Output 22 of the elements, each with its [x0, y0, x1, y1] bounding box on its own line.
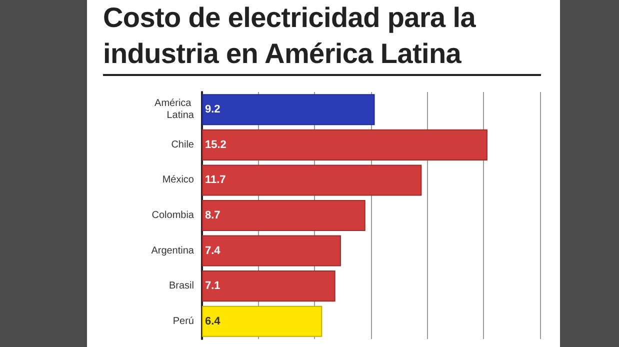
bar	[202, 270, 336, 302]
y-tick-label: Argentina	[151, 245, 194, 256]
chart-title: Costo de electricidad para la industria en América Latina	[103, 0, 541, 76]
data-label: 9.2	[205, 104, 220, 116]
y-tick-label: Perú	[172, 316, 194, 327]
y-tick-label: América Latina	[154, 98, 194, 122]
data-label: 8.7	[205, 210, 220, 222]
bar	[202, 164, 422, 196]
bar	[202, 306, 322, 337]
bar	[202, 235, 341, 266]
y-tick-label: Colombia	[152, 210, 194, 221]
bar	[202, 94, 375, 126]
data-label: 11.7	[205, 174, 226, 186]
data-label: 7.4	[205, 244, 222, 257]
data-label: 15.2	[205, 138, 226, 151]
data-label: 6.4	[205, 315, 222, 328]
y-tick-label: Chile	[171, 139, 194, 150]
y-tick-label: México	[162, 174, 194, 186]
data-label: 7.1	[205, 280, 220, 292]
y-tick-label: Brasil	[168, 280, 194, 292]
bar	[202, 129, 488, 160]
bar	[202, 200, 366, 232]
